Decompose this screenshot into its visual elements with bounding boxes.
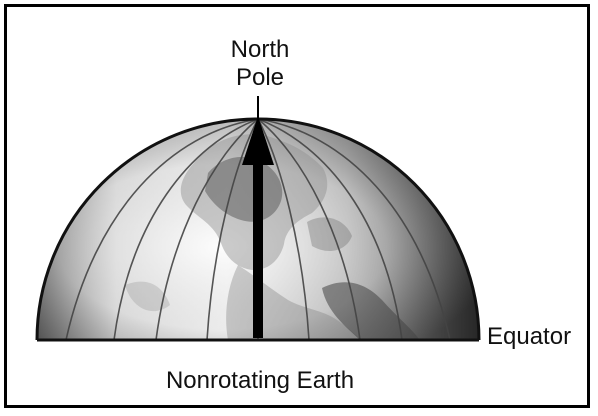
meridians	[65, 118, 451, 341]
equator-label: Equator	[487, 323, 572, 350]
north-pole-label: North Pole	[210, 36, 310, 92]
north-pole-label-line-2: Pole	[235, 64, 285, 91]
axis-arrow-icon	[242, 116, 274, 338]
diagram-caption: Nonrotating Earth	[165, 367, 355, 394]
north-pole-label-line-1: North	[230, 36, 290, 63]
